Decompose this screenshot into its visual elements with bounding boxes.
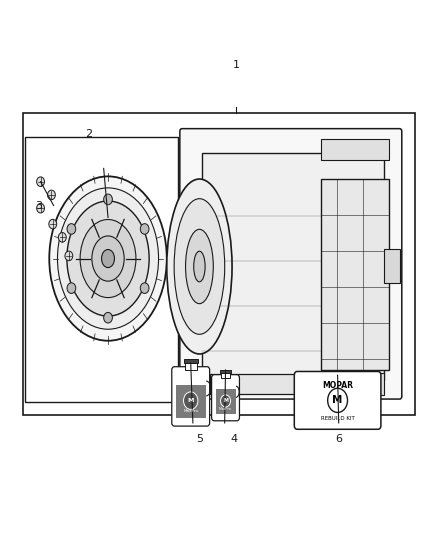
Circle shape xyxy=(47,190,55,200)
Text: M: M xyxy=(223,398,228,403)
FancyBboxPatch shape xyxy=(172,367,210,426)
Bar xyxy=(221,373,230,378)
FancyBboxPatch shape xyxy=(294,372,381,429)
FancyBboxPatch shape xyxy=(212,375,240,421)
Ellipse shape xyxy=(102,249,114,268)
Text: MOPAR: MOPAR xyxy=(322,381,353,390)
Bar xyxy=(321,179,389,370)
Circle shape xyxy=(58,232,66,242)
Text: 6: 6 xyxy=(335,434,342,444)
Circle shape xyxy=(37,204,45,213)
Circle shape xyxy=(184,392,198,409)
Text: REBUILD KIT: REBUILD KIT xyxy=(321,416,354,421)
Ellipse shape xyxy=(49,176,167,341)
Bar xyxy=(23,113,415,415)
Circle shape xyxy=(221,395,230,407)
Bar xyxy=(201,152,385,381)
Bar xyxy=(25,136,178,402)
Circle shape xyxy=(104,312,113,323)
Text: M: M xyxy=(187,398,194,403)
Bar xyxy=(384,249,400,284)
Bar xyxy=(220,370,231,373)
Circle shape xyxy=(140,283,149,294)
Circle shape xyxy=(67,224,76,235)
Text: M: M xyxy=(332,395,343,406)
Bar xyxy=(184,359,198,363)
Text: 4: 4 xyxy=(231,434,238,444)
Bar xyxy=(362,373,384,395)
FancyBboxPatch shape xyxy=(180,128,402,399)
Circle shape xyxy=(328,389,347,413)
Text: MaxPro: MaxPro xyxy=(183,409,198,413)
Bar xyxy=(321,139,389,160)
Circle shape xyxy=(104,194,113,205)
Text: 3: 3 xyxy=(35,200,42,211)
Bar xyxy=(184,363,197,370)
Bar xyxy=(215,389,236,414)
Ellipse shape xyxy=(57,188,159,329)
Text: 5: 5 xyxy=(196,434,203,444)
Circle shape xyxy=(65,251,73,261)
Ellipse shape xyxy=(186,229,213,304)
Ellipse shape xyxy=(67,201,149,316)
Bar xyxy=(176,385,206,418)
Bar xyxy=(210,374,315,394)
Ellipse shape xyxy=(80,220,136,297)
Circle shape xyxy=(49,219,57,229)
Circle shape xyxy=(140,224,149,235)
Ellipse shape xyxy=(167,179,232,354)
Ellipse shape xyxy=(92,236,124,281)
Circle shape xyxy=(37,177,45,187)
Ellipse shape xyxy=(174,199,225,334)
Ellipse shape xyxy=(194,251,205,282)
Text: 1: 1 xyxy=(233,60,240,70)
Text: 2: 2 xyxy=(85,129,92,139)
Text: MaxPro: MaxPro xyxy=(219,407,232,411)
Bar xyxy=(327,373,349,395)
Circle shape xyxy=(67,283,76,294)
